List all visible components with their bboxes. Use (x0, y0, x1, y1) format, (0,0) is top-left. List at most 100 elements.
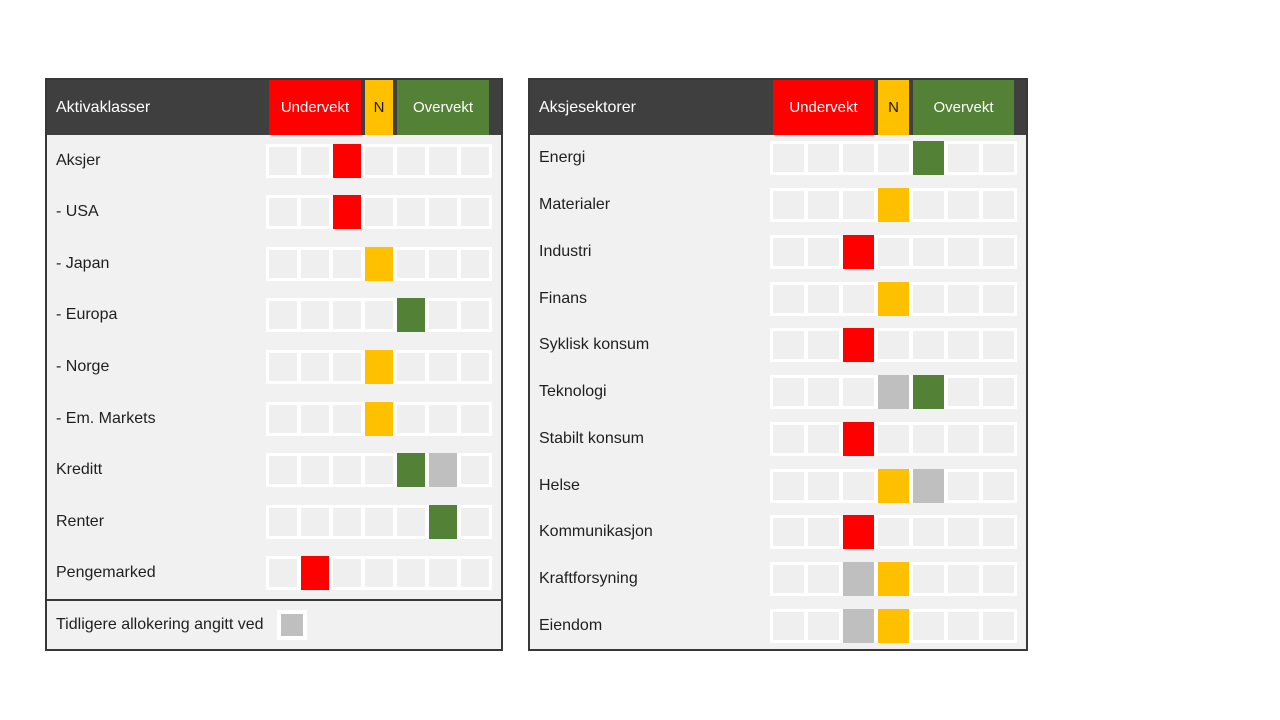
scale-cell (269, 146, 297, 175)
scale-cell (843, 284, 874, 313)
scale-cell (878, 518, 909, 547)
scale-cell (773, 237, 804, 266)
row-label: Kommunikasjon (539, 523, 653, 541)
asset-classes-table: Aktivaklasser Undervekt N Overvekt Aksje… (45, 78, 503, 651)
scale-cell (878, 144, 909, 173)
asset-classes-header: Aktivaklasser Undervekt N Overvekt (47, 80, 501, 135)
table-row: - Norge (47, 341, 501, 393)
row-label: Renter (56, 512, 105, 530)
scale-cell (808, 191, 839, 220)
scale-cell (461, 456, 489, 485)
current-allocation-marker (878, 281, 909, 316)
scale-cell (301, 301, 329, 330)
allocation-strip (770, 141, 1017, 176)
scale-cell (301, 456, 329, 485)
scale-cell (983, 144, 1014, 173)
scale-cell (948, 471, 979, 500)
scale-cell (948, 424, 979, 453)
neutral-header-cell: N (878, 80, 909, 135)
table-row: Teknologi (530, 369, 1026, 416)
current-allocation-marker (397, 453, 425, 488)
scale-cell (301, 507, 329, 536)
current-allocation-marker (878, 468, 909, 503)
current-allocation-marker (429, 504, 457, 539)
current-allocation-marker (333, 143, 361, 178)
table-row: Helse (530, 462, 1026, 509)
table-row: Kraftforsyning (530, 556, 1026, 603)
scale-cell (983, 424, 1014, 453)
scale-cell (983, 237, 1014, 266)
allocation-strip (770, 561, 1017, 596)
scale-cell (365, 198, 393, 227)
scale-cell (333, 456, 361, 485)
table-title: Aktivaklasser (56, 98, 151, 116)
scale-cell (301, 146, 329, 175)
scale-cell (397, 146, 425, 175)
allocation-strip (770, 375, 1017, 410)
row-label: Materialer (539, 196, 611, 214)
row-label: Finans (539, 289, 588, 307)
scale-cell (913, 424, 944, 453)
scale-cell (843, 471, 874, 500)
table-row: - Europa (47, 290, 501, 342)
row-label: - Em. Markets (56, 409, 156, 427)
scale-cell (808, 424, 839, 453)
table-row: Materialer (530, 182, 1026, 229)
scale-cell (429, 146, 457, 175)
scale-cell (365, 507, 393, 536)
table-row: Kommunikasjon (530, 509, 1026, 556)
allocation-strip (770, 188, 1017, 223)
table-row: Industri (530, 228, 1026, 275)
allocation-strip (770, 328, 1017, 363)
scale-cell (773, 564, 804, 593)
scale-cell (808, 331, 839, 360)
legend-label: Tidligere allokering angitt ved (56, 616, 264, 633)
row-label: Stabilt konsum (539, 429, 644, 447)
scale-cell (808, 378, 839, 407)
equity-sectors-header: Aksjesektorer Undervekt N Overvekt (530, 80, 1026, 135)
scale-cell (365, 146, 393, 175)
scale-cell (808, 518, 839, 547)
allocation-strip (770, 234, 1017, 269)
scale-cell (333, 559, 361, 588)
scale-cell (913, 284, 944, 313)
scale-cell (301, 198, 329, 227)
row-label: Industri (539, 242, 592, 260)
scale-cell (983, 564, 1014, 593)
row-label: - Europa (56, 306, 118, 324)
row-label: - USA (56, 203, 99, 221)
scale-cell (461, 559, 489, 588)
scale-cell (461, 146, 489, 175)
row-label: Helse (539, 476, 580, 494)
current-allocation-marker (843, 234, 874, 269)
current-allocation-marker (365, 350, 393, 385)
scale-cell (948, 144, 979, 173)
table-row: Kreditt (47, 444, 501, 496)
scale-cell (429, 559, 457, 588)
table-row: - USA (47, 187, 501, 239)
scale-cell (397, 353, 425, 382)
scale-cell (913, 564, 944, 593)
table-row: Syklisk konsum (530, 322, 1026, 369)
scale-cell (843, 378, 874, 407)
neutral-header-cell: N (365, 80, 393, 135)
row-label: Energi (539, 149, 586, 167)
scale-cell (878, 331, 909, 360)
scale-cell (983, 331, 1014, 360)
scale-cell (808, 284, 839, 313)
previous-allocation-marker (843, 608, 874, 643)
scale-cell (365, 559, 393, 588)
scale-cell (365, 301, 393, 330)
table-row: Renter (47, 496, 501, 548)
scale-cell (269, 198, 297, 227)
scale-cell (461, 353, 489, 382)
current-allocation-marker (878, 608, 909, 643)
scale-cell (269, 456, 297, 485)
table-row: Energi (530, 135, 1026, 182)
allocation-strip (266, 143, 492, 178)
allocation-strip (770, 421, 1017, 456)
scale-cell (948, 331, 979, 360)
scale-cell (983, 284, 1014, 313)
scale-cell (461, 301, 489, 330)
asset-classes-rows: Aksjer - USA - Japan - Europa - Norge - Em. M… (47, 135, 501, 599)
